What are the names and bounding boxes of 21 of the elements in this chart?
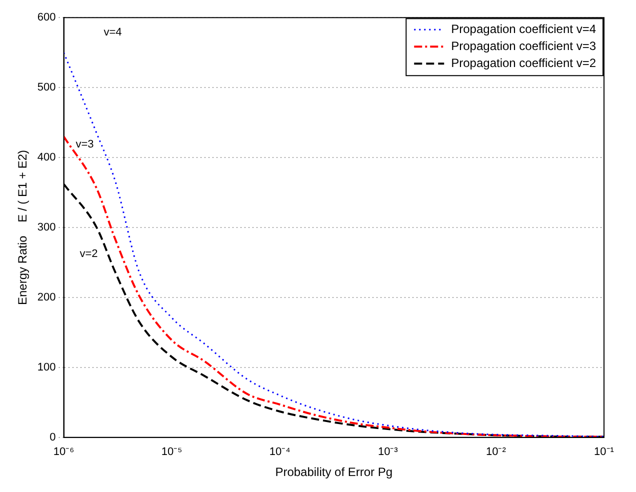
annotation: v=2 (80, 248, 98, 260)
y-tick-label: 200 (37, 292, 56, 304)
x-tick-label: 10⁻⁴ (269, 446, 291, 458)
annotation: v=4 (104, 26, 122, 39)
legend-label: Propagation coefficient v=4 (451, 22, 596, 36)
legend-label: Propagation coefficient v=3 (451, 38, 596, 53)
annotation: v=3 (76, 138, 94, 151)
y-axis-title: Energy Ratio E / ( E1 + E2) (16, 150, 30, 306)
y-tick-label: 300 (37, 222, 56, 234)
y-tick-label: 500 (37, 82, 56, 94)
x-tick-label: 10⁻¹ (594, 446, 614, 458)
x-tick-label: 10⁻⁵ (161, 446, 182, 458)
y-tick-label: 0 (50, 431, 56, 444)
x-tick-label: 10⁻⁶ (53, 446, 74, 458)
y-tick-label: 400 (37, 152, 56, 164)
x-tick-label: 10⁻² (486, 446, 506, 458)
x-axis-title: Probability of Error Pg (275, 465, 393, 480)
x-tick-label: 10⁻³ (378, 446, 398, 458)
y-tick-label: 100 (37, 361, 56, 374)
legend-label: Propagation coefficient v=2 (451, 56, 596, 70)
y-tick-label: 600 (37, 12, 56, 24)
